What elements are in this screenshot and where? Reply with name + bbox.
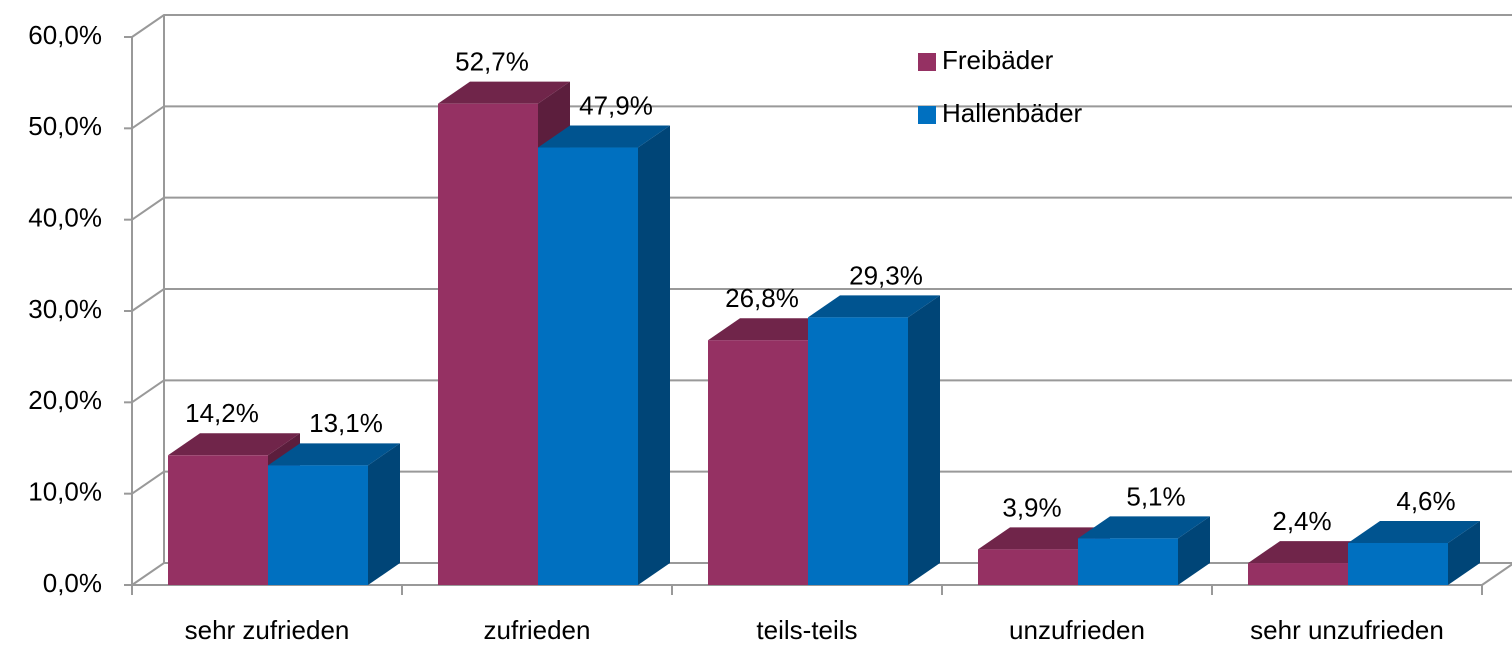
bar-top	[1248, 541, 1380, 564]
value-label: 26,8%	[725, 283, 799, 313]
bar	[1078, 538, 1178, 585]
value-label: 2,4%	[1272, 506, 1331, 536]
value-label: 13,1%	[309, 408, 383, 438]
bar-side	[1178, 516, 1210, 585]
bar-side	[638, 125, 670, 585]
legend-label: Freibäder	[942, 45, 1054, 75]
bar	[168, 455, 268, 585]
y-tick-label: 10,0%	[28, 477, 102, 507]
bar-top	[808, 295, 940, 318]
bar	[1248, 563, 1348, 585]
bar-top	[978, 527, 1110, 550]
bar-side	[908, 295, 940, 585]
bar-top	[168, 433, 300, 456]
bar-top	[1078, 516, 1210, 539]
legend-swatch	[918, 106, 936, 124]
grid-line	[131, 288, 1512, 312]
grid-line	[131, 379, 1512, 404]
bar-top	[538, 125, 670, 148]
floor-edge	[1481, 563, 1512, 586]
grid-line	[131, 196, 1512, 221]
legend-swatch	[918, 53, 936, 71]
value-label: 52,7%	[455, 47, 529, 77]
bar	[538, 147, 638, 585]
bar-top	[268, 443, 400, 466]
grid-line	[131, 14, 1512, 38]
value-label: 29,3%	[849, 260, 923, 290]
bar-top	[438, 81, 570, 104]
bar	[978, 549, 1078, 585]
bar	[268, 465, 368, 585]
grid-line	[131, 470, 1512, 495]
x-tick-label: unzufrieden	[1009, 615, 1145, 645]
value-label: 5,1%	[1126, 481, 1185, 511]
y-tick-label: 40,0%	[28, 203, 102, 233]
bar-side	[368, 443, 400, 585]
x-tick-label: sehr zufrieden	[185, 615, 350, 645]
bar	[808, 317, 908, 585]
x-tick-label: zufrieden	[484, 615, 591, 645]
bar	[438, 103, 538, 585]
y-tick-label: 50,0%	[28, 111, 102, 141]
bar	[708, 340, 808, 585]
y-tick-label: 20,0%	[28, 385, 102, 415]
grid-line	[131, 105, 1512, 130]
y-tick-label: 30,0%	[28, 294, 102, 324]
x-tick-label: sehr unzufrieden	[1250, 615, 1444, 645]
bar	[1348, 542, 1448, 585]
bar-top	[1348, 520, 1480, 543]
value-label: 3,9%	[1002, 492, 1061, 522]
value-label: 4,6%	[1396, 486, 1455, 516]
y-tick-label: 60,0%	[28, 20, 102, 50]
value-label: 14,2%	[185, 398, 259, 428]
x-tick-label: teils-teils	[756, 615, 857, 645]
y-tick-label: 0,0%	[43, 568, 102, 598]
bar-side	[1448, 520, 1480, 585]
legend-label: Hallenbäder	[942, 98, 1083, 128]
bar-top	[708, 318, 840, 341]
value-label: 47,9%	[579, 90, 653, 120]
